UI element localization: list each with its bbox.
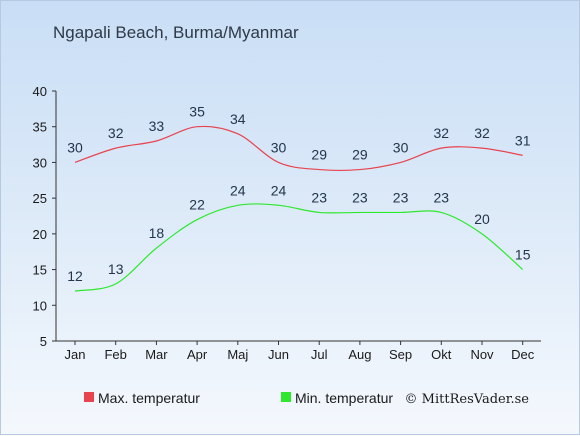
min-data-label: 23 bbox=[393, 189, 409, 205]
min-data-label: 18 bbox=[149, 225, 165, 241]
data-labels: 30 32 33 35 34 30 29 29 30 32 32 31 12 13 18 22 24 24 23 23… bbox=[67, 104, 530, 284]
min-data-label: 20 bbox=[474, 211, 490, 227]
y-tick-label: 20 bbox=[33, 227, 47, 242]
min-temperature-line bbox=[74, 203, 524, 292]
axes: 5 10 15 20 25 30 35 40 Jan Feb Mar Apr Maj Jun Jul Aug S… bbox=[33, 84, 541, 362]
max-data-label: 35 bbox=[189, 104, 205, 120]
legend: Max. temperatur Min. temperatur bbox=[84, 390, 393, 406]
x-tick-label: Jan bbox=[65, 347, 86, 362]
max-data-label: 30 bbox=[271, 139, 287, 155]
x-tick-label: Aug bbox=[348, 347, 371, 362]
legend-label-max: Max. temperatur bbox=[98, 390, 200, 406]
legend-swatch-max bbox=[84, 392, 94, 402]
x-tick-label: Apr bbox=[187, 347, 208, 362]
x-tick-label: Mar bbox=[145, 347, 168, 362]
y-tick-label: 10 bbox=[33, 298, 47, 313]
x-tick-label: Maj bbox=[227, 347, 248, 362]
max-temperature-line bbox=[74, 125, 523, 172]
max-data-label: 30 bbox=[393, 139, 409, 155]
y-tick-label: 30 bbox=[33, 155, 47, 170]
y-tick-label: 35 bbox=[33, 120, 47, 135]
x-tick-label: Jun bbox=[268, 347, 289, 362]
max-data-label: 29 bbox=[352, 147, 368, 163]
min-data-label: 23 bbox=[311, 189, 327, 205]
legend-label-min: Min. temperatur bbox=[295, 390, 393, 406]
x-tick-label: Jul bbox=[311, 347, 328, 362]
max-data-label: 33 bbox=[149, 118, 165, 134]
max-data-label: 29 bbox=[311, 147, 327, 163]
min-data-label: 23 bbox=[434, 189, 450, 205]
max-data-label: 32 bbox=[434, 125, 450, 141]
x-tick-label: Okt bbox=[431, 347, 452, 362]
chart-title: Ngapali Beach, Burma/Myanmar bbox=[53, 23, 299, 42]
series-lines bbox=[74, 125, 524, 292]
x-tick-label: Nov bbox=[470, 347, 494, 362]
y-tick-label: 25 bbox=[33, 191, 47, 206]
min-data-label: 24 bbox=[271, 182, 287, 198]
credit-text: © MittResVader.se bbox=[405, 392, 530, 407]
min-data-label: 23 bbox=[352, 189, 368, 205]
max-data-label: 30 bbox=[67, 139, 83, 155]
y-tick-label: 5 bbox=[40, 334, 47, 349]
x-tick-label: Dec bbox=[511, 347, 535, 362]
x-tick-label: Sep bbox=[389, 347, 412, 362]
max-data-label: 34 bbox=[230, 111, 246, 127]
min-data-label: 12 bbox=[67, 268, 83, 284]
min-data-label: 22 bbox=[189, 197, 205, 213]
max-data-label: 32 bbox=[474, 125, 490, 141]
max-data-label: 32 bbox=[108, 125, 124, 141]
y-tick-label: 15 bbox=[33, 263, 47, 278]
max-data-label: 31 bbox=[515, 132, 531, 148]
legend-swatch-min bbox=[281, 392, 291, 402]
min-data-label: 24 bbox=[230, 182, 246, 198]
x-tick-label: Feb bbox=[104, 347, 126, 362]
min-data-label: 13 bbox=[108, 261, 124, 277]
min-data-label: 15 bbox=[515, 247, 531, 263]
y-tick-label: 40 bbox=[33, 84, 47, 99]
